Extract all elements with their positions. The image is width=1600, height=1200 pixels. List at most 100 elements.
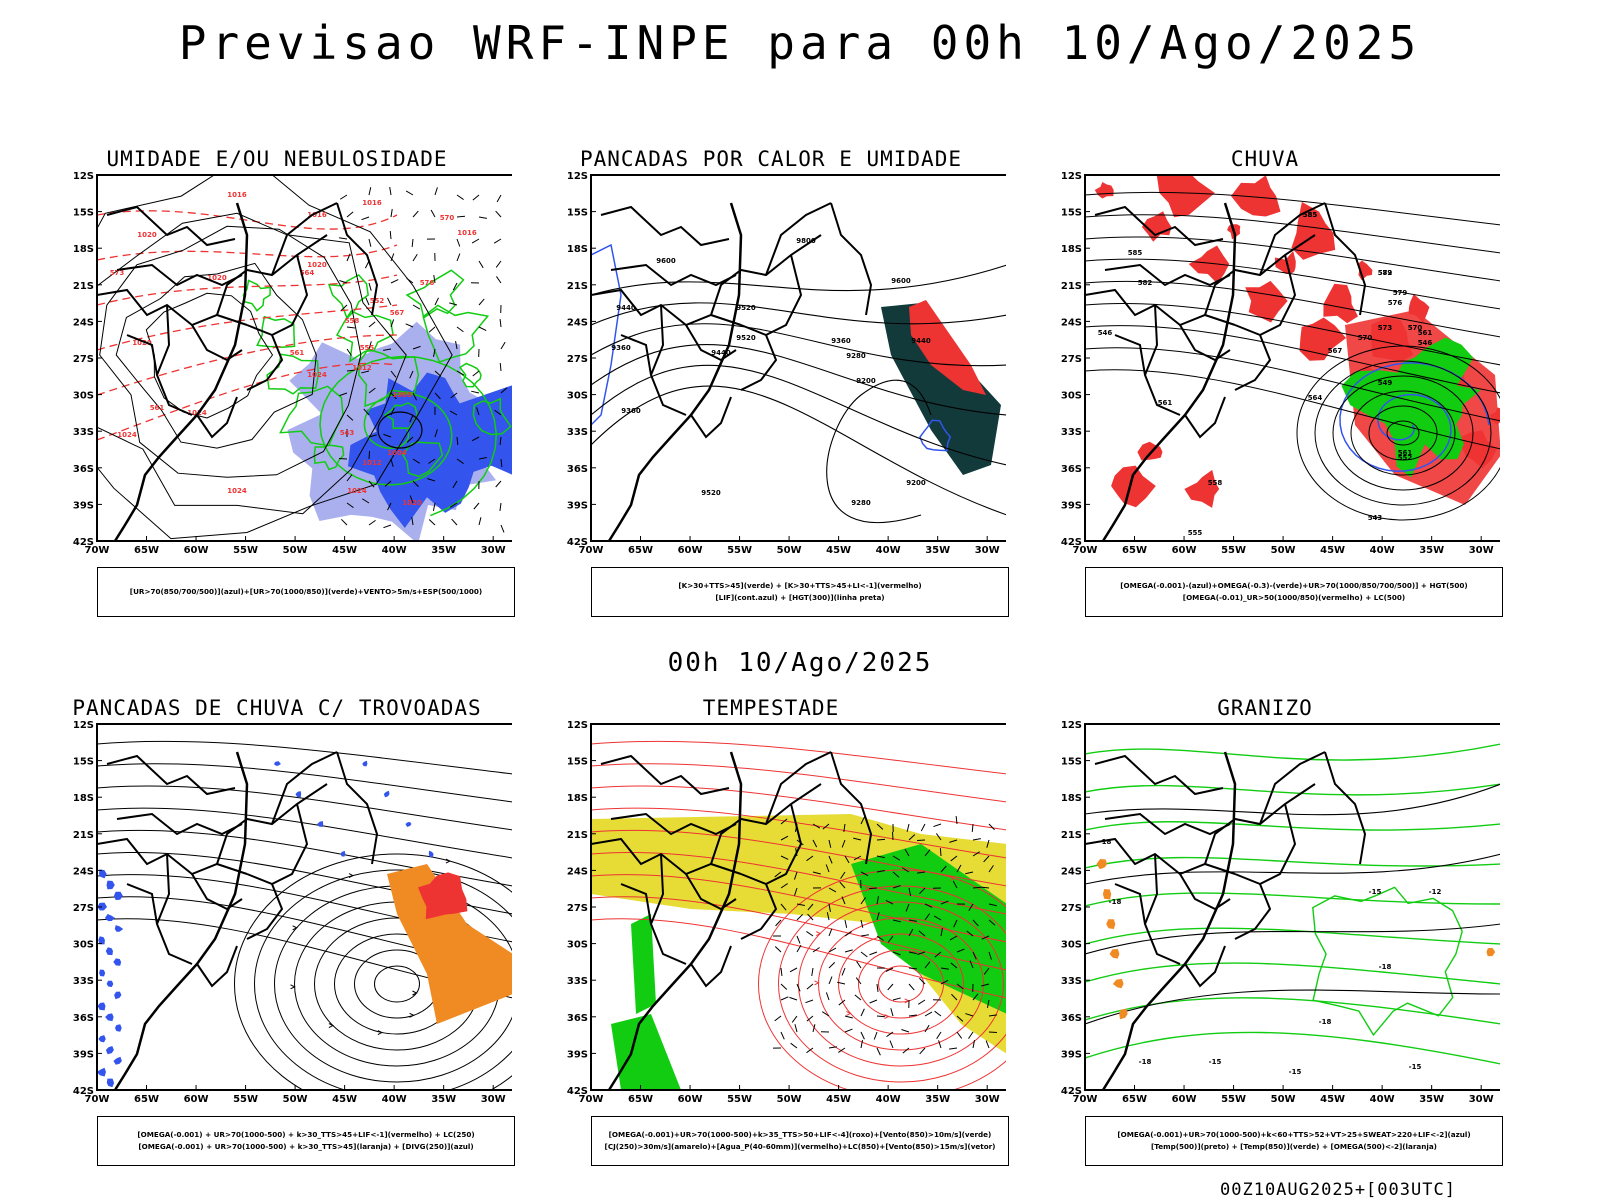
state-border	[196, 396, 238, 439]
humidity-contour-green	[313, 444, 345, 471]
lifted-index-contour	[591, 243, 622, 427]
longitude-tick-label: 60W	[184, 545, 209, 556]
wind-vector	[876, 896, 880, 905]
forecast-time-label: 00h 10/Ago/2025	[667, 648, 933, 678]
wind-vector	[924, 903, 933, 908]
flow-arrow	[290, 984, 296, 990]
latitude-tick-label: 18S	[73, 244, 94, 255]
wind-vector	[780, 903, 787, 911]
wind-vector	[361, 370, 370, 374]
streamline	[1085, 347, 1500, 422]
streamline	[758, 869, 1006, 1090]
wind-vector	[860, 871, 869, 877]
longitude-tick-label: 60W	[1172, 1094, 1197, 1105]
longitude-tick-label: 40W	[876, 1094, 901, 1105]
streamline	[1085, 302, 1500, 366]
wind-vector	[365, 297, 370, 306]
temperature-850-contour	[1312, 886, 1463, 1037]
legend-line: [OMEGA(-0.01)_UR>50(1000/850)(vermelho) …	[1182, 593, 1406, 602]
contour-label: 573	[1378, 324, 1393, 332]
wind-vector	[940, 865, 947, 873]
wind-vector	[412, 458, 420, 464]
state-border	[1114, 883, 1146, 925]
wind-vector	[368, 480, 375, 488]
latitude-tick-label: 27S	[73, 354, 94, 365]
state-border	[620, 334, 652, 376]
wind-vector	[452, 480, 458, 489]
longitude-tick-label: 70W	[579, 545, 604, 556]
wind-vector	[840, 871, 846, 879]
latitude-tick-label: 39S	[567, 500, 588, 511]
height-contour	[591, 364, 1006, 466]
contour-label: 582	[1378, 269, 1393, 277]
wind-vector	[500, 387, 508, 394]
wind-vector	[860, 816, 865, 825]
latitude-tick-label: 33S	[73, 427, 94, 438]
wind-vector	[988, 1031, 998, 1034]
contour-label: 561	[150, 404, 165, 412]
wind-vector	[346, 369, 356, 372]
latitude-tick-label: 12S	[1061, 171, 1082, 182]
rain-area-green	[1341, 337, 1481, 478]
latitude-tick-label: 15S	[73, 757, 94, 768]
divergence-area-blue	[340, 850, 346, 857]
map-geography: 5855855825795765735705675645615615585555…	[1085, 175, 1500, 541]
streamline	[798, 901, 1004, 1067]
wind-vector	[411, 238, 414, 248]
height-contour	[591, 302, 1006, 326]
wind-vector	[972, 919, 979, 927]
wind-vector	[853, 855, 862, 861]
contour-label: 564	[1308, 394, 1323, 402]
wind-vector	[427, 478, 436, 482]
wind-vector	[986, 999, 990, 1008]
coastline	[607, 751, 743, 1090]
wind-vector	[924, 1011, 933, 1017]
divergence-area-blue	[405, 822, 412, 827]
wind-vector	[780, 855, 789, 860]
wind-area-green	[611, 1014, 681, 1090]
wind-vector	[456, 370, 465, 376]
latitude-tick-label: 24S	[73, 317, 94, 328]
contour-label: 552	[1398, 454, 1413, 462]
latitude-tick-label: 21S	[73, 281, 94, 292]
wind-vector	[841, 839, 846, 848]
contour-label: -18	[1379, 963, 1392, 971]
rain-contour-blue	[1339, 362, 1490, 472]
map-umidade: 1016 1016 1016 1016 1020 1020 1020 1020 1024 1024…	[73, 171, 512, 556]
wind-vector	[774, 871, 782, 878]
rain-area-red	[1231, 175, 1281, 217]
divergence-area-blue	[97, 1002, 106, 1011]
state-border	[1179, 324, 1231, 362]
wind-vector	[934, 1010, 942, 1017]
wind-vector	[390, 458, 394, 467]
rain-area-red	[1188, 245, 1230, 284]
temperature-850-contour	[1085, 743, 1500, 761]
map-geography: 9800 9600 9600 9520 9440 9440 9360 9360 9280 9200…	[591, 202, 1006, 541]
longitude-tick-label: 60W	[184, 1094, 209, 1105]
latitude-tick-label: 42S	[73, 1086, 94, 1097]
latitude-tick-label: 30S	[1061, 940, 1082, 951]
temperature-850-contour	[1085, 783, 1500, 796]
streamline	[374, 965, 420, 1003]
wind-vector	[890, 1008, 894, 1017]
latitude-tick-label: 18S	[1061, 793, 1082, 804]
wind-vector	[956, 983, 964, 990]
panel-granizo: GRANIZO -15 -12 -18 -18 -15 -15 -18 -18 -15 -18 12…	[1030, 696, 1503, 1186]
wind-vector	[500, 341, 506, 350]
longitude-tick-label: 35W	[431, 1094, 456, 1105]
wind-vector	[828, 1046, 837, 1049]
wind-vector	[411, 517, 414, 526]
wind-vector	[988, 865, 994, 873]
wind-vector	[789, 996, 798, 1001]
state-border	[765, 803, 803, 885]
state-border	[106, 205, 236, 247]
wind-vector	[496, 194, 502, 203]
contour-label: 579	[1393, 289, 1408, 297]
wind-vector	[807, 913, 814, 921]
state-border	[1259, 202, 1326, 276]
wind-vector	[956, 864, 962, 873]
coastline	[113, 202, 249, 541]
divergence-area-blue	[106, 1078, 115, 1088]
legend-box: [OMEGA(-0.001)+UR>70(1000-500)+k>35_TTS>…	[591, 1116, 1009, 1166]
temperature-850-contour	[1085, 997, 1500, 1025]
